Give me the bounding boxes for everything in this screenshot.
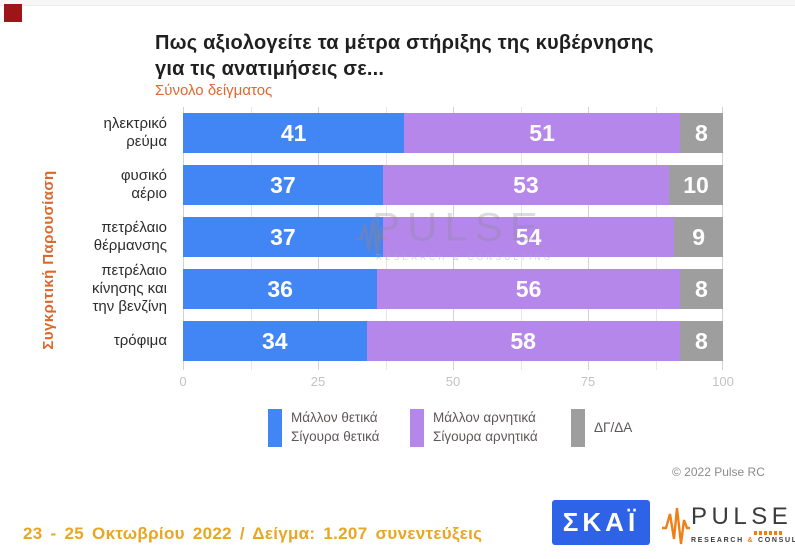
bar-segment: 56 (377, 269, 680, 309)
legend-label: ΔΓ/ΔΑ (594, 419, 633, 435)
bar-row: 41 51 8 (183, 113, 723, 153)
pulse-tagline-amp: & (747, 537, 755, 544)
bar-value-label: 36 (267, 275, 293, 302)
chart-title-line1: Πως αξιολογείτε τα μέτρα στήριξης της κυ… (155, 32, 654, 54)
chart-title: Πως αξιολογείτε τα μέτρα στήριξης της κυ… (155, 30, 654, 83)
bar-segment: 8 (679, 321, 723, 361)
pulse-logo: PULSE RESEARCH & CONSULTING (662, 502, 795, 547)
category-label: πετρέλαιο κίνησης και την βενζίνη (92, 261, 167, 316)
bar-segment: 58 (366, 321, 680, 361)
x-axis-tick-label: 100 (712, 374, 734, 389)
bar-value-label: 37 (270, 171, 296, 198)
bar-row: 37 53 10 (183, 165, 723, 205)
bar-segment: 54 (382, 217, 675, 257)
bar-value-label: 8 (694, 119, 708, 146)
bar-row: 37 54 9 (183, 217, 723, 257)
bar-value-label: 8 (694, 327, 708, 354)
bar-value-label: 41 (280, 119, 307, 146)
legend-label: Μάλλον αρνητικά Σίγουρα αρνητικά (433, 410, 538, 444)
legend-swatch (410, 409, 424, 447)
legend-label: Μάλλον θετικά Σίγουρα θετικά (291, 410, 380, 444)
pulse-tagline-consulting: CONSULTING (757, 537, 795, 544)
pulse-wave-icon (662, 507, 690, 545)
pulse-logo-ticks (754, 531, 784, 535)
category-axis: ηλεκτρικό ρεύμα φυσικό αέριο πετρέλαιο θέρ… (18, 107, 175, 370)
category-label: φυσικό αέριο (120, 166, 167, 202)
legend-item: ΔΓ/ΔΑ (571, 409, 632, 447)
x-axis: 0 25 50 75 100 (179, 374, 733, 390)
pulse-tagline-research: RESEARCH (691, 537, 744, 544)
x-axis-tick-label: 25 (310, 374, 326, 389)
x-axis-tick-label: 0 (179, 374, 187, 389)
bar-segment: 34 (183, 321, 367, 361)
red-corner-marker (4, 4, 22, 22)
bar-value-label: 37 (270, 223, 296, 250)
bar-segment: 8 (679, 269, 723, 309)
x-axis-tick-label: 75 (580, 374, 596, 389)
pulse-logo-tagline: RESEARCH & CONSULTING (691, 537, 795, 544)
bar-segment: 41 (183, 113, 405, 153)
chart-title-line2: για τις ανατιμήσεις σε... (155, 58, 385, 81)
legend-swatch (571, 409, 585, 447)
bar-value-label: 9 (692, 223, 706, 250)
bar-value-label: 56 (515, 275, 542, 302)
bar-row: 36 56 8 (183, 269, 723, 309)
bar-value-label: 10 (683, 171, 709, 198)
bar-segment: 9 (674, 217, 723, 257)
legend-item: Μάλλον αρνητικά Σίγουρα αρνητικά (410, 409, 538, 447)
copyright-note: © 2022 Pulse RC (672, 465, 765, 479)
top-strip (0, 0, 795, 6)
bar-row: 34 58 8 (183, 321, 723, 361)
bar-segment: 8 (679, 113, 723, 153)
category-label: τρόφιμα (113, 331, 167, 349)
bar-value-label: 51 (529, 119, 555, 146)
skai-logo-text: ΣΚΑΪ (562, 507, 640, 537)
footer-date-sample: 23 - 25 Οκτωβρίου 2022 / Δείγμα: 1.207 σ… (23, 524, 483, 543)
bar-segment: 37 (183, 165, 383, 205)
bar-segment: 53 (382, 165, 669, 205)
pulse-logo-text: PULSE (691, 502, 793, 531)
bar-segment: 36 (183, 269, 378, 309)
bar-value-label: 54 (515, 223, 542, 250)
category-label: πετρέλαιο θέρμανσης (93, 218, 167, 254)
skai-logo: ΣΚΑΪ (552, 500, 650, 545)
bar-segment: 51 (404, 113, 680, 153)
bar-value-label: 58 (510, 327, 536, 354)
bar-segment: 10 (668, 165, 723, 205)
chart-subtitle: Σύνολο δείγματος (155, 82, 273, 99)
legend-item: Μάλλον θετικά Σίγουρα θετικά (268, 409, 379, 447)
category-label: ηλεκτρικό ρεύμα (103, 114, 167, 150)
bar-value-label: 34 (262, 327, 288, 354)
legend-swatch (268, 409, 282, 447)
plot-area: 41 51 8 37 53 10 37 54 9 36 56 8 34 58 8 (183, 107, 723, 370)
bar-value-label: 8 (694, 275, 708, 302)
x-axis-tick-label: 50 (445, 374, 461, 389)
bar-value-label: 53 (513, 171, 539, 198)
bar-segment: 37 (183, 217, 383, 257)
